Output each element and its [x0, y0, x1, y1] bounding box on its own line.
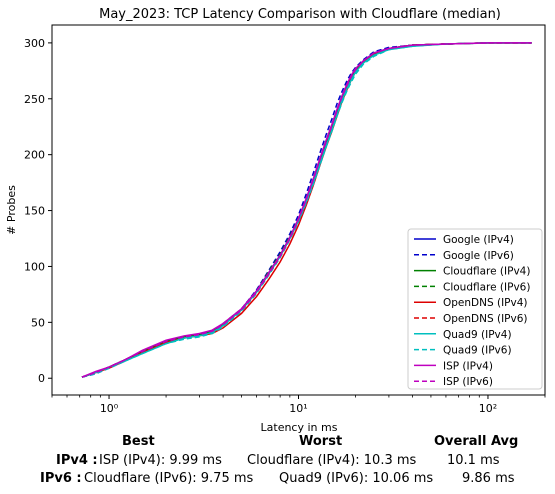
legend-label-0: Google (IPv4) [443, 234, 514, 246]
y-tick-label-2: 100 [24, 260, 45, 273]
x-tick-label-1: 10¹ [289, 402, 307, 415]
summary-header: Best Worst Overall Avg [0, 434, 555, 454]
y-tick-label-0: 0 [38, 372, 45, 385]
worst-value: Quad9 (IPv6): 10.06 ms [279, 471, 434, 486]
row-label: IPv6 : [40, 471, 82, 486]
x-tick-label-0: 10⁰ [100, 402, 119, 415]
overall-header: Overall Avg [434, 434, 519, 449]
legend-label-7: Quad9 (IPv6) [443, 345, 512, 357]
best-value: ISP (IPv4): 9.99 ms [99, 453, 222, 468]
best-value: Cloudflare (IPv6): 9.75 ms [84, 471, 254, 486]
y-axis-label: # Probes [5, 185, 18, 235]
y-tick-label-6: 300 [24, 37, 45, 50]
series-line-9 [81, 42, 532, 378]
legend-box [407, 228, 543, 390]
overall-value: 10.1 ms [447, 453, 500, 468]
y-tick-label-5: 250 [24, 93, 45, 106]
series-line-7 [81, 42, 532, 378]
x-axis: 10⁰ 10¹ 10² [51, 395, 546, 415]
best-header: Best [122, 434, 155, 449]
legend-label-3: Cloudflare (IPv6) [443, 281, 530, 293]
worst-header: Worst [299, 434, 343, 449]
y-tick-label-1: 50 [31, 316, 45, 329]
legend-label-8: ISP (IPv4) [443, 360, 493, 372]
legend-label-6: Quad9 (IPv4) [443, 329, 512, 341]
legend-label-1: Google (IPv6) [443, 250, 514, 262]
plot-series [81, 42, 532, 378]
x-axis-label: Latency in ms [261, 421, 338, 434]
summary-row-ipv4: IPv4 : ISP (IPv4): 9.99 ms Cloudflare (I… [0, 453, 555, 473]
summary-row-ipv6: IPv6 : Cloudflare (IPv6): 9.75 ms Quad9 … [0, 471, 555, 491]
y-axis: 0 50 100 150 200 250 300 [24, 37, 52, 385]
legend-label-5: OpenDNS (IPv6) [443, 313, 528, 325]
latency-chart: May_2023: TCP Latency Comparison with Cl… [5, 7, 546, 434]
legend-label-2: Cloudflare (IPv4) [443, 266, 530, 278]
legend: Google (IPv4) Google (IPv6) Cloudflare (IP… [407, 228, 543, 390]
legend-label-9: ISP (IPv6) [443, 376, 493, 388]
chart-title: May_2023: TCP Latency Comparison with Cl… [99, 7, 501, 22]
worst-value: Cloudflare (IPv4): 10.3 ms [247, 453, 417, 468]
legend-label-4: OpenDNS (IPv4) [443, 297, 528, 309]
overall-value: 9.86 ms [462, 471, 515, 486]
y-tick-label-4: 200 [24, 149, 45, 162]
row-label: IPv4 : [56, 453, 98, 468]
y-tick-label-3: 150 [24, 205, 45, 218]
x-tick-label-2: 10² [479, 402, 497, 415]
